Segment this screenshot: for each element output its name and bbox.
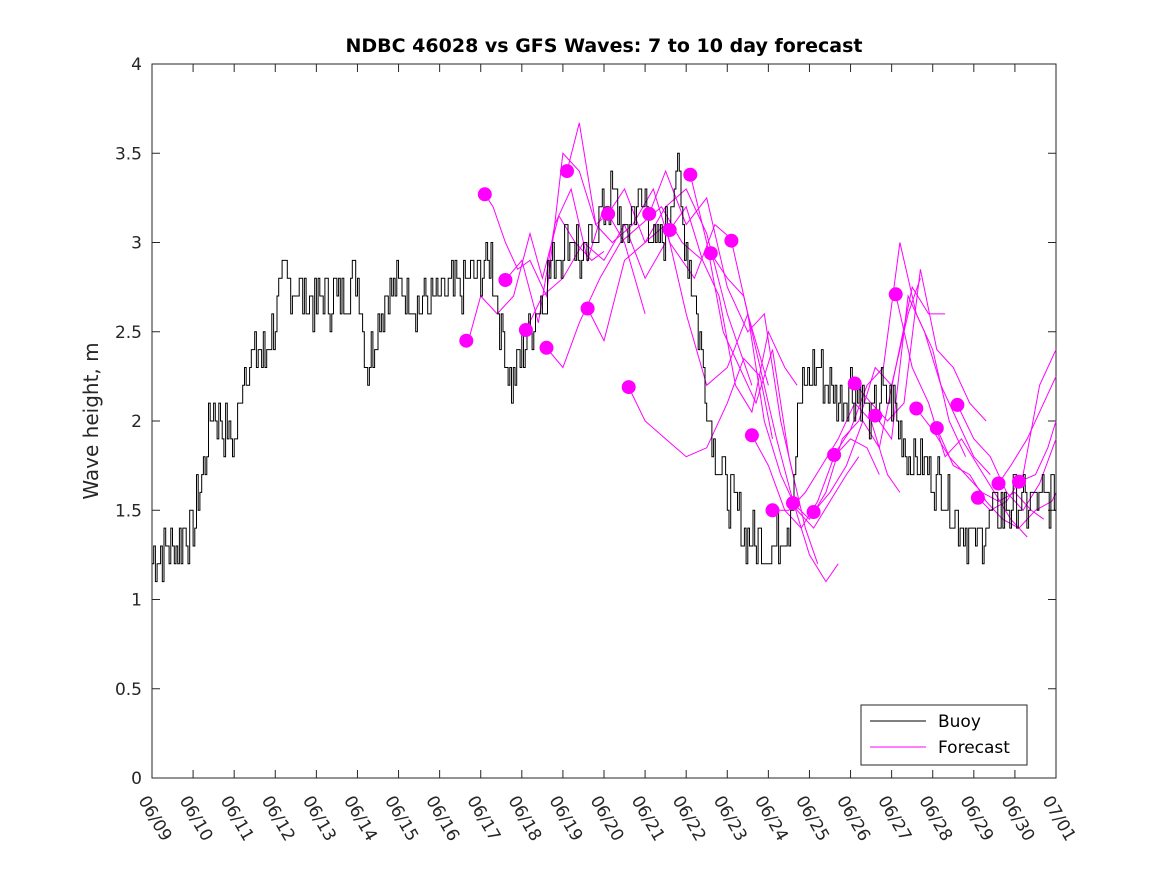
y-tick-label: 3	[131, 234, 142, 254]
forecast-point	[765, 503, 780, 518]
legend-box	[860, 704, 1028, 766]
forecast-point	[847, 376, 862, 391]
forecast-line	[874, 294, 991, 475]
forecast-point	[459, 333, 474, 348]
forecast-point	[806, 505, 821, 519]
x-tick-label: 06/18	[503, 793, 545, 845]
x-tick-label: 06/19	[545, 793, 587, 845]
forecast-point	[909, 401, 924, 416]
x-tick-label: 06/15	[380, 793, 422, 845]
forecast-point	[970, 490, 985, 505]
forecast-line	[977, 349, 1057, 511]
axes-box	[151, 63, 1057, 779]
x-tick-label: 06/16	[421, 793, 463, 845]
x-tick-label: 06/17	[462, 793, 504, 845]
x-tick-label: 06/21	[627, 793, 669, 845]
forecast-line	[998, 376, 1057, 484]
x-tick-label: 06/23	[709, 793, 751, 845]
forecast-point	[929, 421, 944, 436]
y-tick-label: 1.5	[115, 501, 142, 521]
forecast-line	[895, 294, 1028, 538]
forecast-point	[662, 223, 677, 237]
forecast-point	[950, 397, 965, 412]
forecast-point	[786, 496, 800, 511]
x-tick-label: 06/30	[997, 793, 1039, 845]
x-tick-label: 06/29	[955, 793, 997, 845]
forecast-line	[813, 285, 946, 513]
y-tick-label: 0.5	[115, 680, 142, 700]
forecast-point	[744, 428, 759, 443]
forecast-point	[991, 476, 1006, 491]
x-tick-label: 06/24	[750, 793, 792, 845]
forecast-point	[621, 380, 636, 395]
forecast-line	[484, 152, 609, 298]
forecast-line	[751, 435, 880, 529]
forecast-point	[1012, 474, 1026, 489]
y-tick-label: 2.5	[115, 323, 142, 343]
x-tick-label: 06/26	[832, 793, 874, 845]
forecast-line	[628, 357, 773, 458]
chart-title: NDBC 46028 vs GFS Waves: 7 to 10 day for…	[345, 35, 862, 57]
forecast-point	[724, 233, 739, 248]
forecast-point	[580, 301, 595, 316]
x-tick-label: 06/11	[216, 793, 258, 845]
forecast-line	[669, 205, 798, 414]
buoy-line	[152, 152, 1057, 583]
x-tick-label: 07/01	[1038, 793, 1080, 845]
forecast-line	[710, 252, 839, 583]
legend-forecast-label: Forecast	[938, 738, 1010, 758]
forecast-line	[1018, 420, 1057, 483]
forecast-point	[601, 206, 616, 221]
x-tick-label: 06/10	[175, 793, 217, 845]
forecast-line	[525, 223, 667, 331]
x-tick-label: 06/12	[257, 793, 299, 845]
x-tick-label: 06/22	[668, 793, 710, 845]
y-axis: 0 0.5 1 1.5 2 2.5 3 3.5 4	[115, 55, 1056, 789]
series-layer	[152, 122, 1057, 583]
x-tick-label: 06/27	[873, 793, 915, 845]
y-tick-label: 4	[131, 55, 142, 75]
forecast-point	[683, 167, 698, 182]
forecast-point	[703, 246, 718, 261]
legend: Buoy Forecast	[860, 704, 1028, 766]
y-tick-label: 0	[131, 769, 142, 789]
forecast-point	[827, 447, 842, 462]
forecast-point	[888, 287, 903, 302]
forecast-points-layer	[459, 164, 1026, 519]
forecast-point	[539, 340, 554, 355]
legend-buoy-label: Buoy	[938, 712, 981, 732]
forecast-point	[868, 408, 883, 423]
x-tick-label: 06/28	[914, 793, 956, 845]
forecast-point	[477, 187, 492, 202]
x-tick-label: 06/13	[298, 793, 340, 845]
forecast-point	[498, 273, 513, 287]
x-tick-label: 06/20	[586, 793, 628, 845]
y-tick-label: 1	[131, 591, 142, 611]
y-tick-label: 2	[131, 412, 142, 432]
forecast-point	[518, 323, 533, 337]
x-tick-label: 06/14	[339, 793, 381, 845]
x-tick-label: 06/09	[134, 793, 176, 845]
y-axis-label: Wave height, m	[79, 342, 103, 499]
forecast-line	[730, 240, 860, 529]
y-tick-label: 3.5	[115, 144, 142, 164]
forecast-point	[642, 206, 657, 221]
forecast-line	[505, 187, 646, 323]
forecast-point	[560, 164, 574, 179]
forecast-line	[648, 169, 794, 475]
x-tick-label: 06/25	[791, 793, 833, 845]
